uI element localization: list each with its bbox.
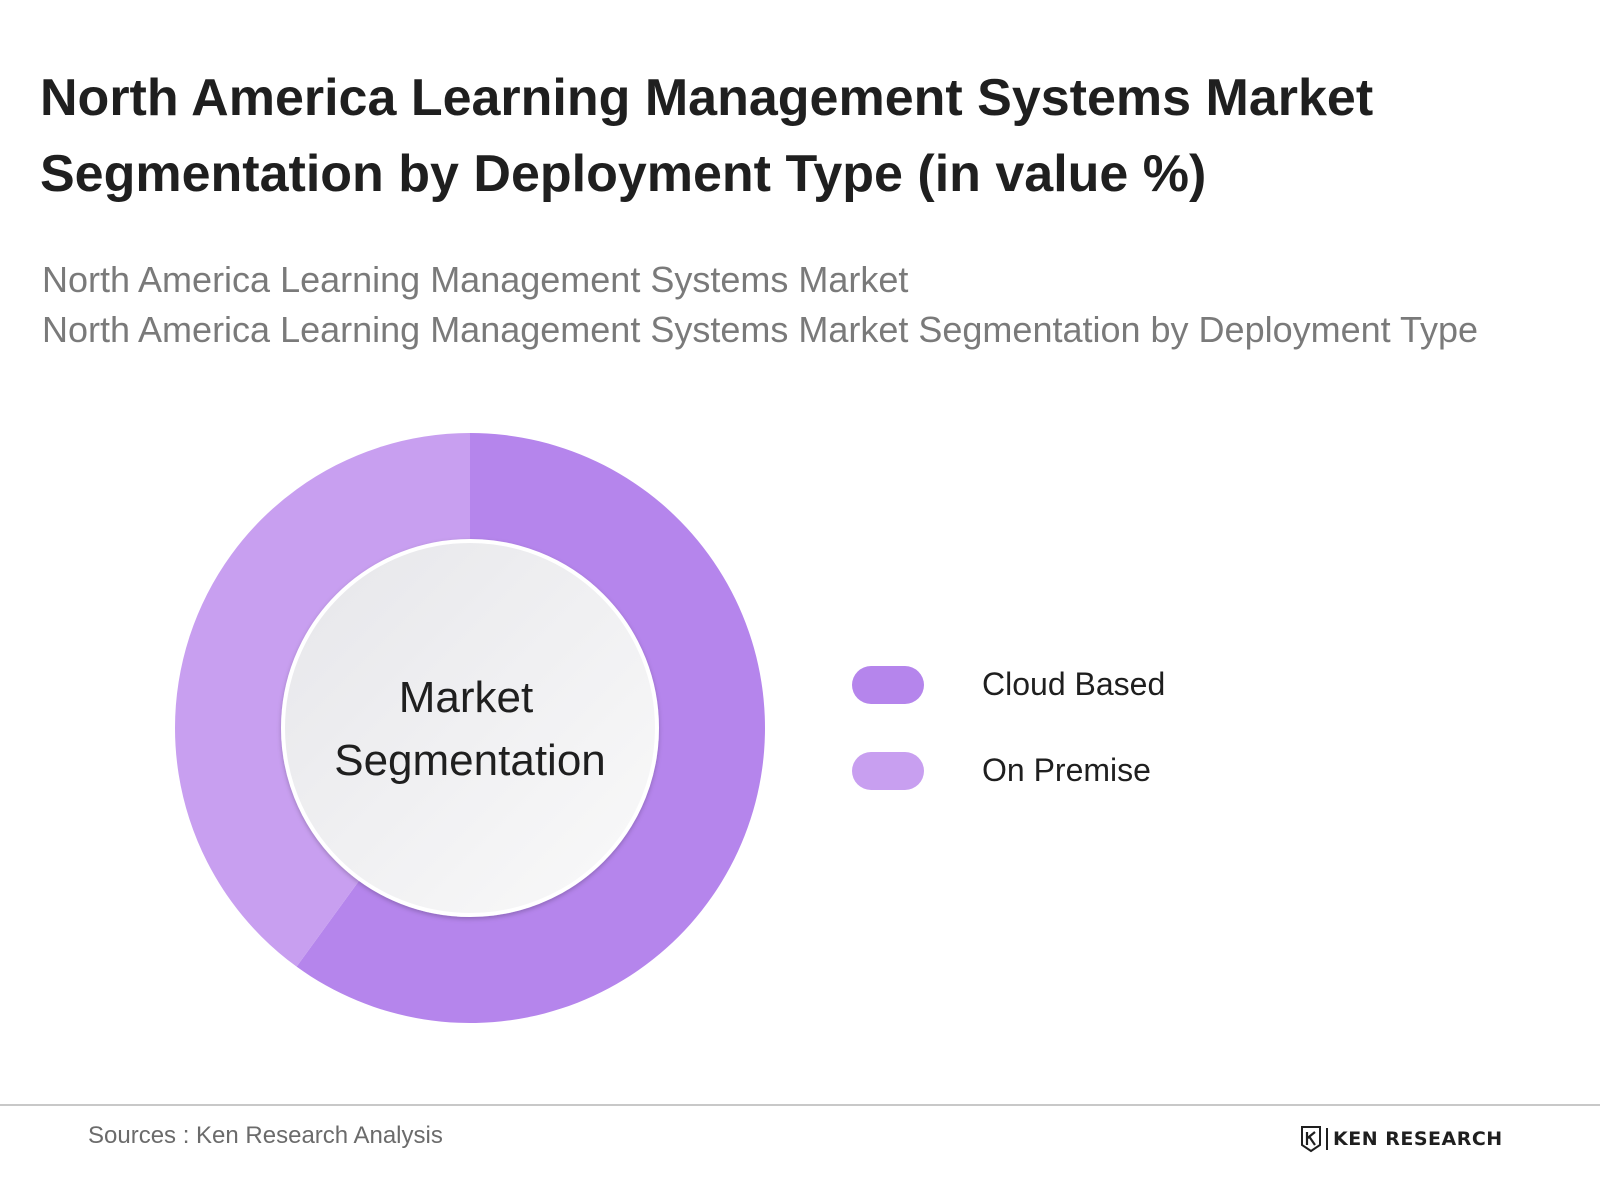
brand-separator <box>1326 1128 1328 1150</box>
chart-subtitle-line-2: North America Learning Management System… <box>42 309 1479 350</box>
sources-note: Sources : Ken Research Analysis <box>88 1122 443 1149</box>
chart-title-line-1: North America Learning Management System… <box>40 69 1374 127</box>
legend-swatch-cloud-based <box>852 666 924 704</box>
legend-label-cloud-based: Cloud Based <box>982 666 1166 702</box>
donut-slice-cloud-based <box>296 433 765 1024</box>
donut-chart: Market Segmentation <box>174 433 765 1024</box>
ken-research-logo-icon <box>1301 1126 1321 1153</box>
brand-logo: KEN RESEARCH <box>1300 1124 1503 1154</box>
legend-label-on-premise: On Premise <box>982 752 1151 788</box>
donut-slices <box>174 433 765 1024</box>
donut-slice-on-premise <box>174 433 470 967</box>
legend-swatch-on-premise <box>852 752 924 790</box>
chart-subtitle-line-1: North America Learning Management System… <box>42 259 909 300</box>
footer-divider <box>0 1104 1600 1106</box>
chart-title-line-2: Segmentation by Deployment Type (in valu… <box>40 145 1207 203</box>
brand-name: KEN RESEARCH <box>1333 1128 1503 1150</box>
donut-center-label-line-2: Segmentation <box>334 736 606 785</box>
donut-center-disc <box>281 539 659 917</box>
chart-title: North America Learning Management System… <box>40 60 1440 212</box>
donut-center-label-line-1: Market <box>399 673 533 722</box>
